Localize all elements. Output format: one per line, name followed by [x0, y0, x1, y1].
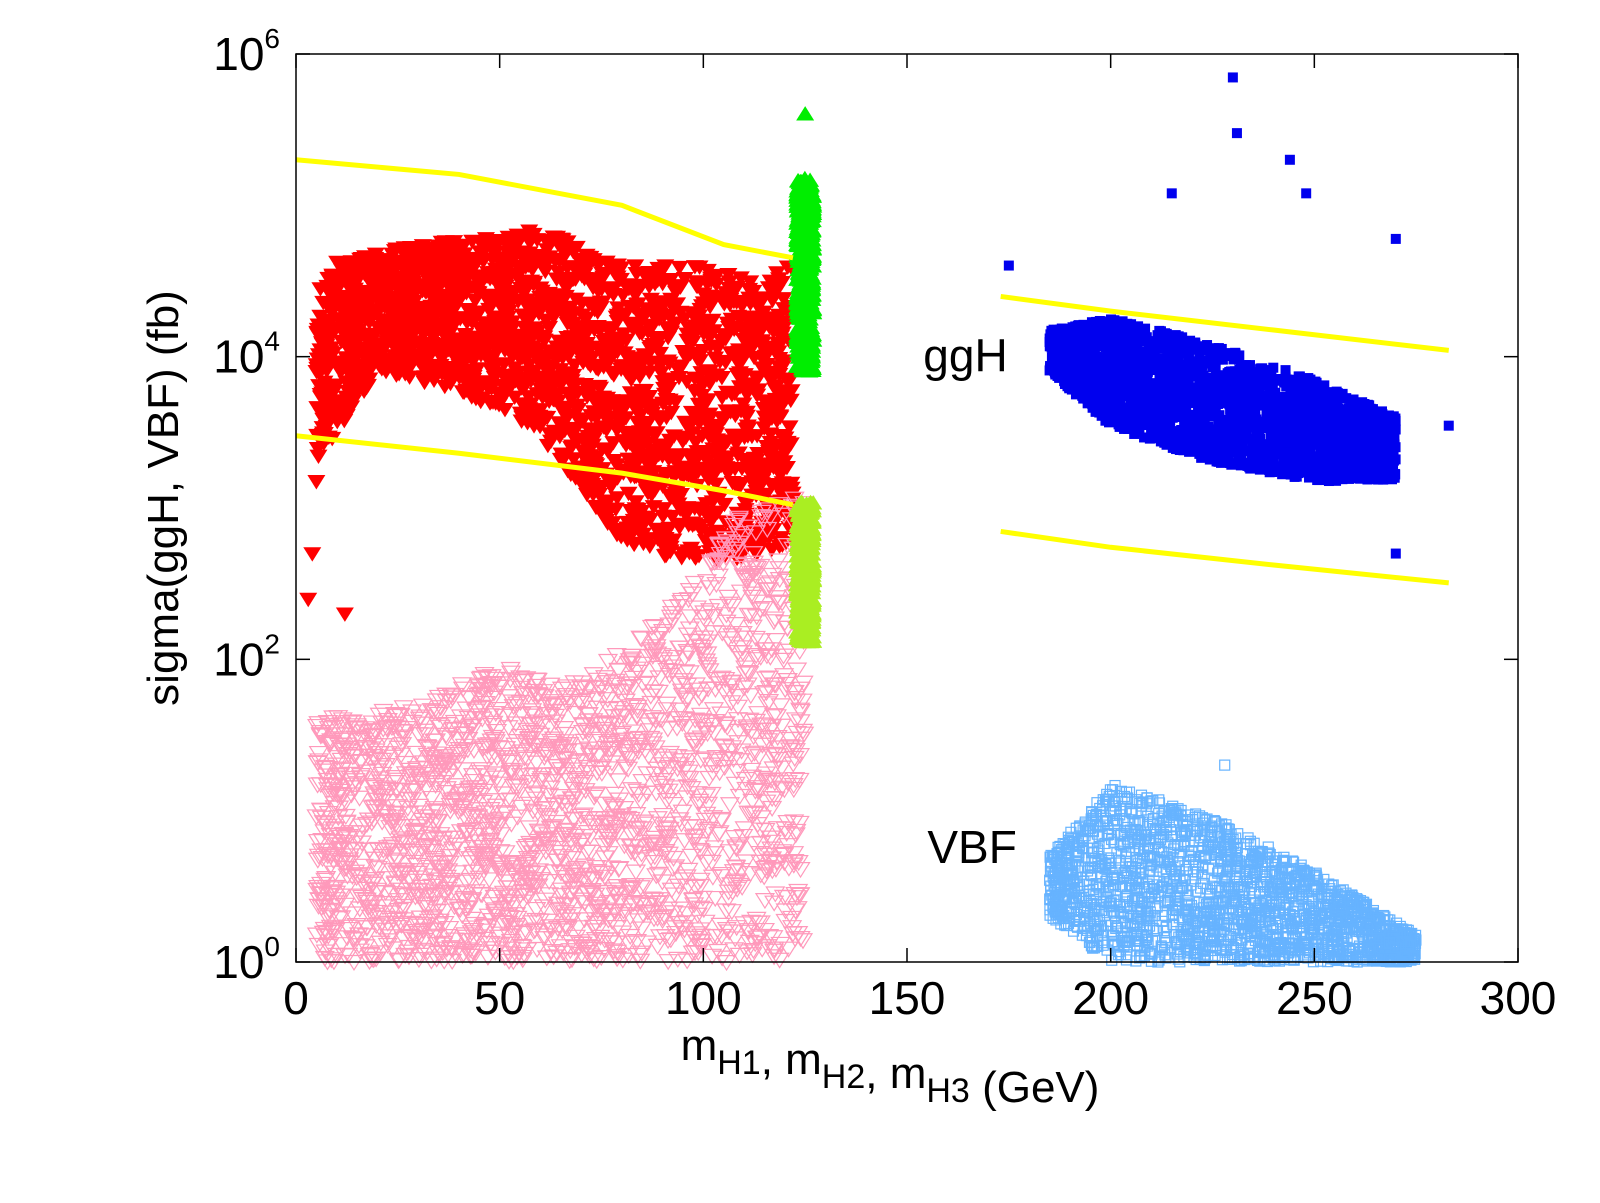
h1-ggh-point — [731, 271, 750, 286]
h1-ggh-point — [606, 502, 625, 517]
h1-ggh-point — [763, 285, 782, 300]
h1-ggh-point — [469, 306, 488, 321]
h1-ggh-point — [308, 441, 327, 457]
h1-ggh-point — [626, 259, 645, 274]
h1-ggh-point — [309, 449, 328, 465]
h1-ggh-point — [780, 420, 799, 435]
h1-ggh-point — [628, 502, 647, 518]
h1-ggh-point — [509, 350, 528, 365]
h1-ggh-point — [311, 309, 330, 325]
h1-ggh-point — [772, 429, 791, 444]
h1-ggh-point — [608, 491, 627, 506]
h1-ggh-point — [729, 446, 748, 461]
h1-ggh-point — [498, 245, 517, 261]
h1-ggh-point — [715, 497, 734, 513]
h1-ggh-point — [635, 348, 654, 363]
h1-ggh-point — [736, 503, 755, 518]
h1-ggh-point — [571, 265, 590, 281]
h1-ggh-point — [577, 487, 596, 503]
h1-ggh-point — [651, 330, 670, 346]
h1-ggh-point — [613, 522, 632, 538]
h1-ggh-point — [624, 513, 643, 529]
h1-ggh-point — [512, 249, 531, 264]
h1-ggh-point — [648, 532, 667, 547]
h1-ggh-point — [687, 323, 706, 339]
h1-ggh-point — [661, 540, 680, 556]
h1-ggh-point — [518, 299, 537, 315]
h1-ggh-point — [535, 333, 554, 349]
h1-ggh-point — [589, 379, 608, 395]
h1-ggh-point — [762, 479, 781, 494]
h1-ggh-point — [502, 321, 521, 336]
h1-ggh-point — [654, 502, 673, 517]
h1-ggh-point — [670, 260, 689, 276]
h1-ggh-point — [673, 434, 692, 450]
h1-ggh-point — [327, 394, 346, 409]
h1-ggh-point — [694, 287, 713, 302]
h1-ggh-point — [573, 414, 592, 429]
h1-ggh-point — [604, 287, 623, 303]
h1-ggh-point — [653, 440, 672, 455]
h1-ggh-point — [626, 495, 645, 510]
h1-ggh-point — [640, 365, 659, 380]
h1-ggh-point — [771, 468, 790, 483]
h1-ggh-point — [664, 301, 683, 317]
h1-ggh-point — [640, 539, 659, 554]
h1-ggh-point — [599, 323, 618, 339]
h1-ggh-point — [767, 266, 786, 281]
h1-ggh-point — [572, 296, 591, 312]
h1-ggh-point — [560, 408, 579, 423]
data-marks — [295, 72, 1454, 972]
h1-ggh-point — [762, 542, 781, 558]
h1-ggh-point — [701, 515, 720, 530]
h1-ggh-point — [538, 438, 557, 454]
h1-ggh-point — [666, 285, 685, 301]
h1-ggh-point — [630, 369, 649, 385]
h1-ggh-point — [678, 333, 697, 349]
h1-ggh-point — [781, 437, 800, 452]
h1-ggh-point — [657, 548, 676, 564]
h1-ggh-point — [608, 458, 627, 473]
h1-ggh-point — [524, 227, 543, 243]
h1-ggh-point — [763, 293, 782, 309]
h1-ggh-point — [713, 390, 732, 406]
h1-ggh-point — [727, 437, 746, 452]
